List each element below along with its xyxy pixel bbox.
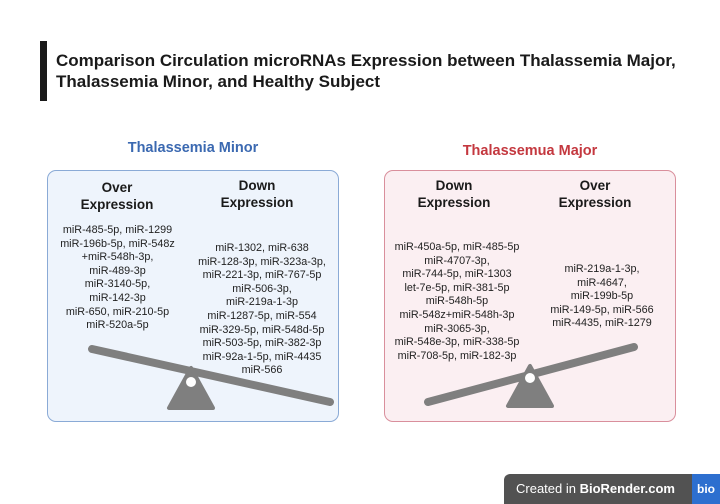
mirna-entry: miR-196b-5p, miR-548z	[60, 237, 175, 250]
mirna-entry: miR-503-5p, miR-382-3p	[202, 337, 322, 350]
minor-down-heading-line1: Down	[238, 178, 276, 193]
mirna-entry: let-7e-5p, miR-381-5p	[404, 281, 510, 294]
mirna-entry: miR-744-5p, miR-1303	[402, 268, 512, 281]
thalassemia-major-title: Thalassemua Major	[462, 143, 598, 159]
mirna-entry: miR-506-3p,	[232, 282, 292, 295]
watermark-text: Created in BioRender.com	[516, 481, 675, 496]
mirna-entry: miR-219a-1-3p	[225, 296, 298, 309]
mirna-entry: miR-149-5p, miR-566	[550, 303, 654, 316]
major-seesaw-icon	[424, 343, 638, 408]
minor-over-heading-line1: Over	[101, 180, 133, 195]
watermark-brand: BioRender.com	[579, 481, 675, 496]
mirna-entry: miR-219a-1-3p,	[564, 263, 640, 275]
major-over-gene-list: miR-219a-1-3p, miR-4647, miR-199b-5p miR-14…	[532, 263, 672, 331]
title-accent-bar	[40, 41, 47, 101]
mirna-entry: miR-708-5p, miR-182-3p	[397, 349, 517, 362]
mirna-entry: miR-520a-5p	[86, 319, 149, 332]
mirna-entry: miR-566	[241, 364, 283, 377]
minor-over-gene-list: miR-485-5p, miR-1299 miR-196b-5p, miR-548…	[50, 224, 185, 333]
major-seesaw-fulcrum	[506, 364, 554, 408]
minor-seesaw-plank	[88, 345, 334, 406]
mirna-entry: miR-450a-5p, miR-485-5p	[394, 241, 520, 253]
mirna-entry: miR-329-5p, miR-548d-5p	[199, 323, 325, 336]
minor-down-heading-line2: Expression	[220, 195, 294, 210]
mirna-entry: miR-3140-5p,	[84, 278, 151, 291]
mirna-entry: miR-3065-3p,	[424, 322, 490, 335]
minor-over-heading-line2: Expression	[80, 197, 154, 212]
major-down-heading-line1: Down	[435, 178, 473, 193]
mirna-entry: miR-4435, miR-1279	[552, 317, 652, 330]
mirna-entry: miR-485-5p, miR-1299	[62, 224, 173, 236]
biorender-watermark[interactable]: Created in BioRender.com bio	[504, 474, 720, 504]
major-over-heading-line2: Expression	[558, 195, 632, 210]
thalassemia-minor-title: Thalassemia Minor	[127, 140, 259, 156]
major-down-heading-line2: Expression	[417, 195, 491, 210]
biorender-logo-icon: bio	[692, 474, 720, 504]
mirna-entry: miR-489-3p	[89, 264, 146, 277]
minor-down-heading: Down Expression	[197, 177, 317, 211]
minor-down-gene-list: miR-1302, miR-638 miR-128-3p, miR-323a-3p…	[187, 242, 337, 378]
minor-over-heading: Over Expression	[57, 179, 177, 213]
mirna-entry: miR-92a-1-5p, miR-4435	[202, 350, 322, 363]
major-down-heading: Down Expression	[394, 177, 514, 211]
mirna-entry: miR-548e-3p, miR-338-5p	[394, 336, 520, 349]
mirna-entry: +miR-548h-3p,	[81, 251, 154, 264]
mirna-entry: miR-4707-3p,	[424, 254, 490, 267]
major-over-heading-line1: Over	[579, 178, 611, 193]
major-down-gene-list: miR-450a-5p, miR-485-5p miR-4707-3p, miR-7…	[384, 241, 530, 363]
major-over-heading: Over Expression	[535, 177, 655, 211]
mirna-entry: miR-199b-5p	[570, 290, 634, 303]
minor-seesaw-icon	[88, 345, 334, 410]
minor-seesaw-pivot	[186, 377, 196, 387]
major-seesaw-pivot	[525, 373, 535, 383]
watermark-prefix: Created in	[516, 481, 580, 496]
mirna-entry: miR-128-3p, miR-323a-3p,	[198, 255, 326, 268]
mirna-entry: miR-1302, miR-638	[215, 242, 309, 254]
mirna-entry: miR-4647,	[577, 276, 627, 289]
mirna-entry: miR-142-3p	[89, 291, 146, 304]
mirna-entry: miR-548z+miR-548h-3p	[399, 308, 515, 321]
mirna-entry: miR-650, miR-210-5p	[65, 305, 170, 318]
minor-seesaw-fulcrum	[167, 366, 215, 410]
mirna-entry: miR-548h-5p	[425, 295, 489, 308]
figure-title: Comparison Circulation microRNAs Express…	[56, 51, 676, 91]
mirna-entry: miR-221-3p, miR-767-5p	[202, 269, 322, 282]
mirna-entry: miR-1287-5p, miR-554	[207, 309, 317, 322]
